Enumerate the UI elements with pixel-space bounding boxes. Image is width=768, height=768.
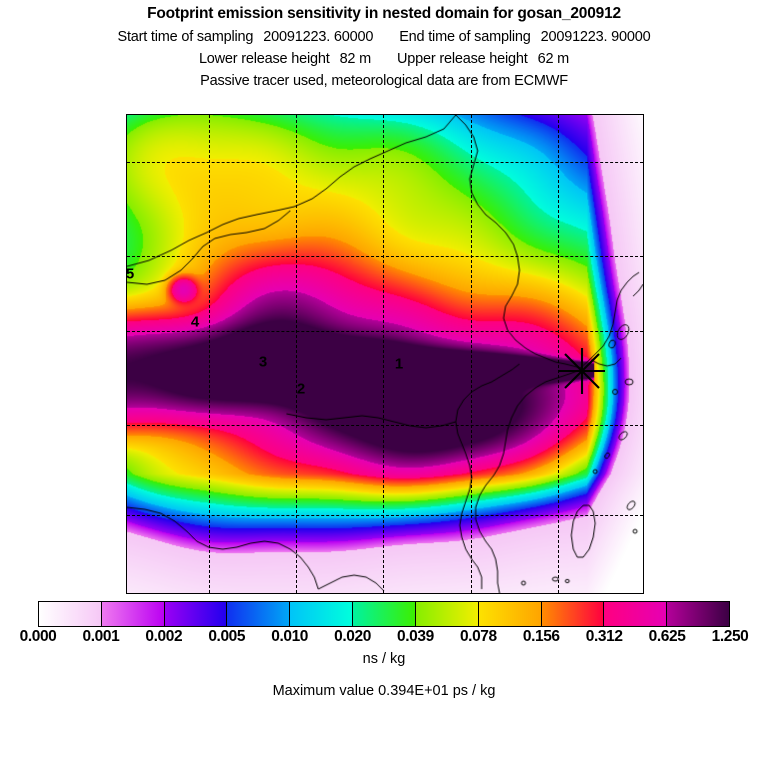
upper-height-label: Upper release height bbox=[397, 51, 528, 67]
colorbar-segment-9 bbox=[604, 602, 668, 626]
colorbar-tick-4: 0.010 bbox=[271, 628, 309, 645]
colorbar-segment-0 bbox=[39, 602, 102, 626]
colorbar-segment-8 bbox=[541, 602, 605, 626]
colorbar-segment-2 bbox=[164, 602, 228, 626]
colorbar-tick-10: 0.625 bbox=[648, 628, 686, 645]
colorbar-tick-3: 0.005 bbox=[208, 628, 246, 645]
colorbar-segment-1 bbox=[101, 602, 165, 626]
upper-height-value: 62 m bbox=[537, 51, 570, 67]
colorbar-unit-label: ns / kg bbox=[362, 651, 406, 667]
colorbar-segment-10 bbox=[667, 602, 729, 626]
end-time-label: End time of sampling bbox=[399, 29, 531, 45]
colorbar-tick-11: 1.250 bbox=[711, 628, 749, 645]
release-height-line: Lower release height 82 m Upper release he… bbox=[0, 51, 768, 67]
colorbar-tick-6: 0.039 bbox=[397, 628, 434, 645]
colorbar-segment-5 bbox=[353, 602, 416, 626]
lower-height-label: Lower release height bbox=[198, 51, 330, 67]
colorbar-segment-4 bbox=[290, 602, 354, 626]
colorbar-segment-3 bbox=[227, 602, 291, 626]
colorbar-tick-labels: 0.000 0.001 0.002 0.005 0.010 0.020 0.039 0.078… bbox=[20, 628, 749, 650]
colorbar-tick-7: 0.078 bbox=[459, 628, 497, 645]
colorbar bbox=[38, 601, 730, 627]
colorbar-segment-6 bbox=[415, 602, 479, 626]
colorbar-tick-1: 0.001 bbox=[82, 628, 120, 645]
page-title: Footprint emission sensitivity in nested… bbox=[147, 5, 621, 22]
tracer-meteo-line: Passive tracer used, meteorological data… bbox=[200, 73, 568, 89]
sampling-time-line: Start time of sampling 20091223. 60000 End… bbox=[0, 29, 768, 45]
start-time-label: Start time of sampling bbox=[117, 29, 254, 45]
header-block: Footprint emission sensitivity in nested… bbox=[0, 0, 768, 89]
start-time-value: 20091223. 60000 bbox=[263, 29, 374, 45]
colorbar-tick-0: 0.000 bbox=[19, 628, 57, 645]
maximum-value-label: Maximum value 0.394E+01 ps / kg bbox=[272, 683, 496, 699]
colorbar-tick-5: 0.020 bbox=[334, 628, 371, 645]
colorbar-segment-7 bbox=[478, 602, 542, 626]
coastline-overlay bbox=[127, 115, 643, 593]
end-time-value: 20091223. 90000 bbox=[540, 29, 651, 45]
colorbar-tick-9: 0.312 bbox=[585, 628, 623, 645]
colorbar-tick-2: 0.002 bbox=[145, 628, 183, 645]
lower-height-value: 82 m bbox=[339, 51, 372, 67]
colorbar-tick-8: 0.156 bbox=[522, 628, 560, 645]
colorbar-container: 0.000 0.001 0.002 0.005 0.010 0.020 0.039 0.078… bbox=[20, 601, 749, 645]
